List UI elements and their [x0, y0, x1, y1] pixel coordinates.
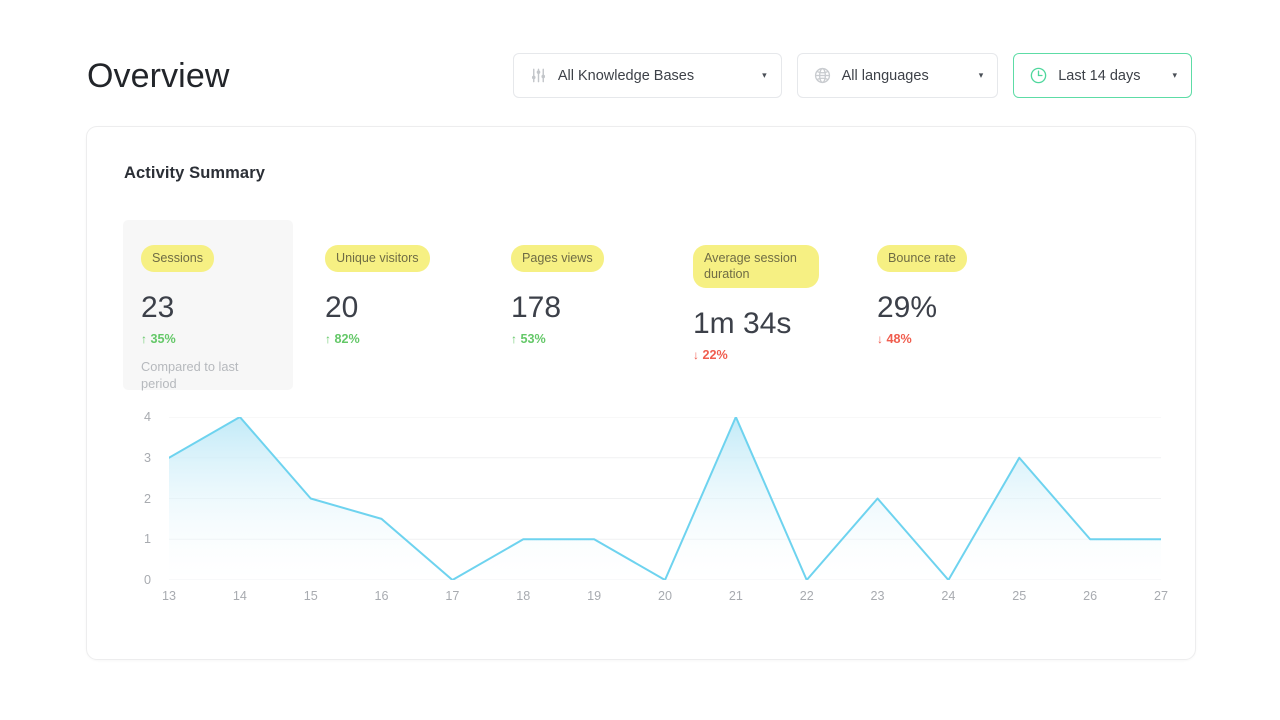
metric-value: 29%: [877, 291, 938, 324]
x-axis-tick: 24: [941, 589, 956, 603]
activity-summary-card: Activity Summary Sessions 23 ↑ 35% Compared…: [86, 126, 1196, 660]
y-axis-tick: 1: [143, 532, 151, 547]
metric-card: Sessions 23 ↑ 35% Compared to last period: [123, 220, 293, 391]
metric-value: 1m 34s: [693, 307, 792, 340]
y-axis-tick: 0: [143, 573, 151, 587]
card-title: Activity Summary: [124, 164, 265, 182]
arrow-up-icon: ↑: [511, 332, 517, 346]
x-axis-tick: 23: [870, 589, 885, 603]
metric-label-badge: Bounce rate: [877, 245, 967, 272]
metric-card: Pages views 178 ↑ 53%: [493, 220, 669, 390]
metric-label-badge: Sessions: [141, 245, 215, 272]
y-axis-tick: 2: [143, 491, 151, 506]
metric-card: Average session duration 1m 34s ↓ 22%: [675, 220, 851, 390]
metric-value: 20: [325, 291, 359, 324]
metric-delta: ↓ 48%: [877, 332, 912, 346]
globe-icon: [813, 66, 832, 85]
filter-date-range-label: Last 14 days: [1058, 67, 1141, 84]
metric-value: 23: [141, 291, 175, 324]
x-axis-tick: 26: [1083, 589, 1098, 603]
metric-delta: ↑ 53%: [511, 332, 546, 346]
filter-knowledge-bases-label: All Knowledge Bases: [557, 67, 695, 84]
y-axis-tick: 4: [143, 410, 151, 424]
arrow-down-icon: ↓: [693, 348, 699, 362]
metrics-row: Sessions 23 ↑ 35% Compared to last period Un…: [123, 220, 1163, 391]
x-axis-tick: 14: [232, 589, 247, 603]
x-axis-tick: 18: [516, 589, 531, 603]
chart-line: [169, 417, 1161, 580]
chart-svg: [169, 417, 1161, 580]
x-axis-tick: 21: [728, 589, 743, 603]
x-axis-tick: 13: [161, 589, 177, 603]
x-axis-tick: 25: [1012, 589, 1027, 603]
y-axis-tick: 3: [143, 450, 151, 465]
metric-label-badge: Pages views: [511, 245, 604, 272]
chevron-down-icon[interactable]: ▾: [978, 70, 984, 80]
chevron-down-icon[interactable]: ▾: [762, 70, 767, 80]
metric-card: Unique visitors 20 ↑ 82%: [307, 220, 483, 390]
sliders-icon: [529, 66, 548, 85]
filter-date-range[interactable]: Last 14 days ▾: [1013, 53, 1192, 98]
metric-delta: ↑ 82%: [325, 332, 360, 346]
metric-label-badge: Unique visitors: [325, 245, 430, 272]
clock-icon: [1029, 66, 1048, 85]
filter-languages-label: All languages: [841, 67, 929, 84]
x-axis-tick: 17: [445, 589, 460, 603]
x-axis-tick: 27: [1153, 589, 1169, 603]
x-axis-tick: 20: [657, 589, 673, 603]
metric-card: Bounce rate 29% ↓ 48%: [859, 220, 1035, 390]
filter-bar: All Knowledge Bases ▾ All languages ▾: [512, 53, 1192, 98]
page-header: Overview All Knowledge Bases ▾: [0, 0, 1280, 122]
filter-languages[interactable]: All languages ▾: [796, 53, 999, 98]
filter-knowledge-bases[interactable]: All Knowledge Bases ▾: [512, 53, 782, 98]
x-axis-tick: 19: [587, 589, 602, 603]
metric-label-badge: Average session duration: [693, 245, 819, 288]
arrow-down-icon: ↓: [877, 332, 883, 346]
arrow-up-icon: ↑: [141, 332, 147, 346]
x-axis-tick: 22: [799, 589, 814, 603]
chart-x-axis: 13 14 15 16 17 18 19 20 21 22 23 24 25 26 27: [162, 589, 1168, 611]
metric-value: 178: [511, 291, 562, 324]
metric-comparison-note: Compared to last period: [141, 359, 239, 391]
chevron-down-icon[interactable]: ▾: [1172, 70, 1177, 80]
page-title: Overview: [87, 57, 230, 95]
chart-plot-area: [169, 417, 1161, 580]
arrow-up-icon: ↑: [325, 332, 331, 346]
x-axis-tick: 15: [303, 589, 318, 603]
x-axis-tick: 16: [374, 589, 389, 603]
metric-delta: ↓ 22%: [693, 348, 728, 362]
chart-y-axis: 0 1 2 3 4: [123, 410, 151, 587]
metric-delta: ↑ 35%: [141, 332, 176, 346]
